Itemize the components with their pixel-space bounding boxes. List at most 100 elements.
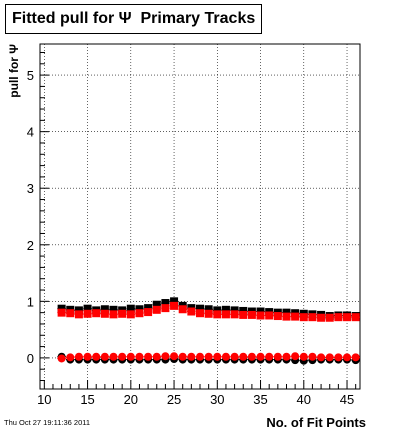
- timestamp: Thu Oct 27 19:11:36 2011: [4, 418, 91, 427]
- data-point: [161, 352, 170, 361]
- x-tick-label: 35: [253, 392, 267, 407]
- data-point: [196, 352, 204, 361]
- x-tick-label: 45: [340, 392, 354, 407]
- x-tick-label: 20: [124, 392, 138, 407]
- data-point: [178, 305, 187, 314]
- y-tick-label: 0: [27, 351, 34, 366]
- data-point: [213, 310, 222, 319]
- data-point: [178, 352, 187, 361]
- data-point: [152, 305, 161, 314]
- data-point: [204, 309, 213, 318]
- data-point: [334, 353, 343, 362]
- data-point: [204, 352, 213, 361]
- data-point: [343, 313, 352, 322]
- data-point: [291, 352, 300, 361]
- data-point: [230, 352, 239, 361]
- data-point: [273, 312, 282, 321]
- data-point: [334, 313, 343, 322]
- data-point: [256, 352, 265, 361]
- data-point: [239, 352, 248, 361]
- data-point: [299, 352, 308, 361]
- data-point: [83, 309, 92, 318]
- data-point: [66, 353, 75, 362]
- data-point: [221, 310, 230, 319]
- data-point: [221, 305, 230, 314]
- data-point: [299, 313, 308, 322]
- data-point: [118, 352, 127, 361]
- y-tick-label: 2: [27, 238, 34, 253]
- data-point: [170, 352, 179, 361]
- data-point: [152, 300, 161, 309]
- series-3: [57, 352, 360, 363]
- x-axis-label: No. of Fit Points: [266, 415, 366, 430]
- series-1: [57, 301, 360, 322]
- data-point: [273, 352, 282, 361]
- data-point: [213, 352, 222, 361]
- data-point: [317, 313, 326, 322]
- data-point: [109, 310, 118, 319]
- data-point: [291, 312, 300, 321]
- data-point: [126, 310, 135, 319]
- data-point: [126, 352, 135, 361]
- data-point: [135, 309, 144, 318]
- data-point: [100, 309, 109, 318]
- data-point: [144, 352, 153, 361]
- data-point: [317, 353, 326, 362]
- data-point: [265, 311, 274, 320]
- data-point: [204, 305, 213, 314]
- data-point: [109, 305, 118, 314]
- data-point: [161, 304, 170, 313]
- data-point: [100, 352, 109, 361]
- plot-frame: [39, 43, 361, 390]
- grid: [40, 44, 360, 389]
- data-point: [100, 305, 109, 314]
- data-point: [282, 312, 291, 321]
- data-point: [57, 354, 66, 363]
- data-point: [308, 313, 317, 322]
- data-point: [282, 352, 291, 361]
- data-point: [343, 353, 352, 362]
- data-point: [230, 310, 239, 319]
- x-tick-label: 15: [80, 392, 94, 407]
- data-point: [325, 353, 334, 362]
- data-point: [92, 309, 101, 318]
- data-point: [221, 352, 230, 361]
- data-point: [256, 311, 265, 320]
- data-point: [57, 308, 66, 317]
- data-point: [135, 352, 144, 361]
- data-point: [196, 304, 204, 313]
- y-tick-label: 5: [27, 68, 34, 83]
- data-point: [66, 309, 75, 318]
- data-point: [196, 309, 204, 318]
- data-point: [247, 310, 256, 319]
- y-tick-label: 1: [27, 294, 34, 309]
- chart-title: Fitted pull for Ψ Primary Tracks: [5, 4, 263, 34]
- y-axis-label: pull for Ψ: [7, 44, 21, 98]
- data-point: [325, 313, 334, 322]
- data-point: [187, 307, 196, 316]
- data-point: [126, 304, 135, 313]
- data-point: [239, 310, 248, 319]
- data-point: [109, 352, 118, 361]
- y-tick-label: 3: [27, 181, 34, 196]
- data-series: [57, 297, 360, 365]
- x-tick-label: 30: [210, 392, 224, 407]
- data-point: [351, 353, 360, 362]
- x-tick-label: 25: [167, 392, 181, 407]
- data-point: [74, 310, 83, 319]
- data-point: [161, 299, 170, 308]
- data-point: [74, 352, 83, 361]
- data-point: [83, 352, 92, 361]
- data-point: [170, 297, 179, 306]
- y-tick-label: 4: [27, 125, 34, 140]
- data-point: [247, 352, 256, 361]
- data-point: [170, 301, 179, 310]
- data-point: [92, 352, 101, 361]
- x-tick-label: 10: [37, 392, 51, 407]
- data-point: [351, 313, 360, 322]
- data-point: [83, 304, 92, 313]
- data-point: [144, 308, 153, 317]
- data-point: [308, 352, 317, 361]
- data-point: [265, 352, 274, 361]
